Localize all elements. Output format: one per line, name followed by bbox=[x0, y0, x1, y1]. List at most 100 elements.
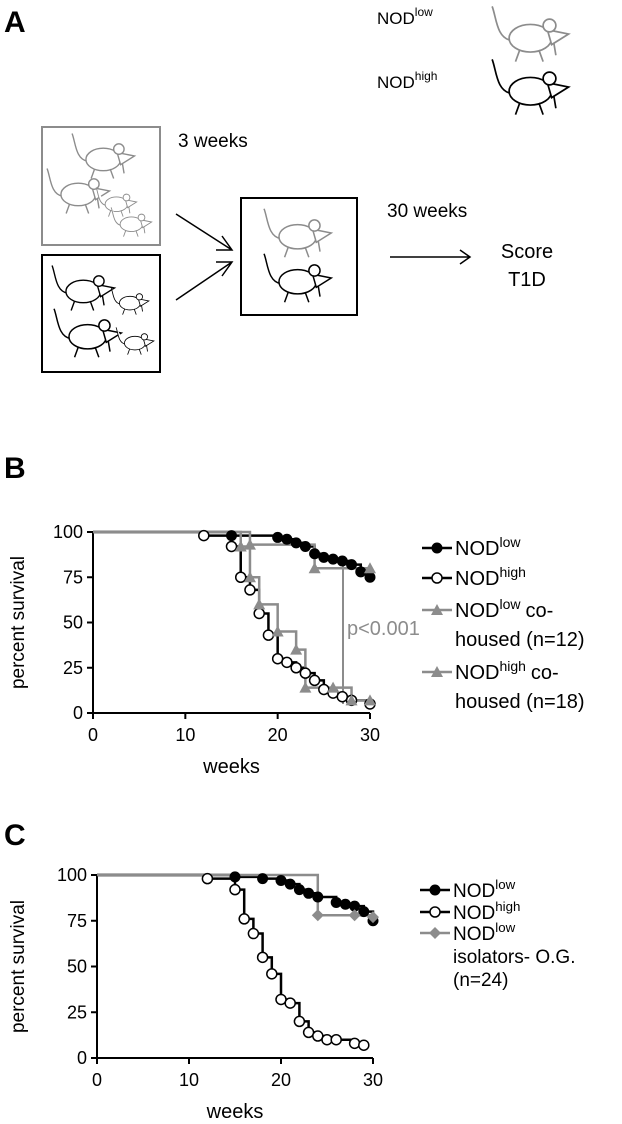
marker bbox=[253, 598, 266, 610]
marker bbox=[290, 662, 302, 674]
marker bbox=[201, 872, 214, 885]
marker bbox=[243, 571, 256, 583]
marker bbox=[429, 884, 441, 896]
legend-name: NOD bbox=[455, 568, 499, 590]
marker bbox=[431, 604, 443, 615]
x-tick-label: 10 bbox=[175, 725, 195, 745]
marker bbox=[429, 906, 441, 918]
legend-name: NOD bbox=[377, 9, 415, 28]
marker bbox=[327, 681, 340, 693]
marker bbox=[318, 551, 330, 563]
marker bbox=[431, 666, 443, 677]
x-axis-label: weeks bbox=[206, 1101, 264, 1123]
arrow bbox=[175, 213, 234, 251]
marker bbox=[345, 694, 358, 706]
legend-sup: high bbox=[415, 69, 438, 83]
marker bbox=[290, 537, 302, 549]
x-axis-label: weeks bbox=[202, 756, 260, 778]
marker bbox=[364, 562, 376, 574]
legend-label: NODhigh co- bbox=[455, 658, 559, 684]
marker bbox=[226, 530, 237, 542]
marker bbox=[293, 1015, 306, 1028]
marker bbox=[247, 927, 260, 940]
marker bbox=[243, 538, 256, 550]
marker bbox=[229, 871, 241, 883]
marker bbox=[303, 887, 315, 899]
x-tick-label: 0 bbox=[92, 1070, 102, 1090]
marker bbox=[238, 913, 250, 925]
legend-label: NODhigh bbox=[377, 69, 437, 92]
x-tick-label: 20 bbox=[271, 1070, 291, 1090]
arrow bbox=[390, 249, 472, 265]
survival-line bbox=[97, 873, 366, 1046]
marker bbox=[431, 572, 443, 584]
legend-sup: low bbox=[415, 5, 433, 19]
x-tick-label: 30 bbox=[363, 1070, 383, 1090]
marker bbox=[308, 562, 321, 574]
marker bbox=[244, 584, 256, 596]
panel-label: C bbox=[4, 819, 26, 852]
legend-suffix: co- bbox=[525, 600, 553, 622]
marker bbox=[275, 874, 287, 886]
y-tick-label: 25 bbox=[63, 658, 83, 678]
panel-label: B bbox=[4, 452, 26, 485]
legend-name: NOD bbox=[377, 73, 415, 92]
outcome-label: T1D bbox=[508, 269, 546, 291]
legend-sup: low bbox=[495, 920, 515, 935]
marker bbox=[198, 529, 210, 542]
legend-name: NOD bbox=[453, 924, 495, 945]
legend-label: NODhigh bbox=[455, 564, 526, 590]
legend-sup: high bbox=[499, 658, 525, 674]
marker bbox=[336, 555, 348, 567]
legend-sup: low bbox=[499, 534, 521, 550]
legend-name: NOD bbox=[453, 903, 495, 924]
legend-suffix: (n=24) bbox=[453, 970, 508, 991]
marker bbox=[299, 667, 312, 679]
marker bbox=[358, 1039, 370, 1051]
x-tick-label: 30 bbox=[360, 725, 380, 745]
marker bbox=[256, 951, 269, 964]
marker bbox=[367, 911, 379, 924]
panel-a: A NODlow NODhigh 3 weeks 30 weeks Score … bbox=[4, 5, 570, 373]
legend-sup: low bbox=[499, 596, 521, 612]
arrows bbox=[175, 213, 472, 301]
marker bbox=[431, 542, 443, 554]
marker bbox=[308, 674, 321, 687]
legend-label: NODlow bbox=[455, 534, 521, 560]
legend-name: NOD bbox=[455, 600, 499, 622]
marker bbox=[429, 927, 441, 939]
survival-chart: C 0 25 50 75 100 0 10 20 30 weeks percent survival N… bbox=[4, 819, 575, 1123]
legend-label: NODlow co- bbox=[455, 596, 553, 622]
step-label: 3 weeks bbox=[178, 131, 248, 152]
marker bbox=[358, 906, 370, 918]
mouse-icon bbox=[491, 58, 570, 116]
y-tick-label: 75 bbox=[63, 567, 83, 587]
legend-name: NOD bbox=[453, 881, 495, 902]
legend-label: NODlow bbox=[377, 5, 433, 28]
cage-box bbox=[41, 254, 161, 373]
marker bbox=[284, 997, 296, 1009]
panel-label: A bbox=[4, 6, 26, 39]
marker bbox=[229, 883, 241, 896]
marker bbox=[364, 571, 376, 583]
x-tick-label: 10 bbox=[179, 1070, 199, 1090]
marker bbox=[290, 643, 303, 655]
legend-suffix: co- bbox=[531, 662, 559, 684]
marker bbox=[299, 681, 312, 693]
marker bbox=[348, 1037, 361, 1050]
marker bbox=[284, 878, 296, 890]
marker bbox=[257, 873, 269, 885]
marker bbox=[311, 909, 324, 922]
x-tick-label: 0 bbox=[88, 725, 98, 745]
legend-suffix: isolators- O.G. bbox=[453, 947, 575, 968]
marker bbox=[339, 898, 351, 910]
legend-suffix: housed (n=18) bbox=[455, 691, 585, 713]
y-tick-label: 0 bbox=[77, 1048, 87, 1068]
y-tick-label: 100 bbox=[57, 865, 87, 885]
marker bbox=[225, 540, 238, 553]
legend-name: NOD bbox=[455, 538, 499, 560]
marker bbox=[330, 1033, 342, 1046]
marker bbox=[346, 559, 358, 571]
marker bbox=[281, 656, 293, 669]
y-tick-label: 50 bbox=[67, 957, 87, 977]
